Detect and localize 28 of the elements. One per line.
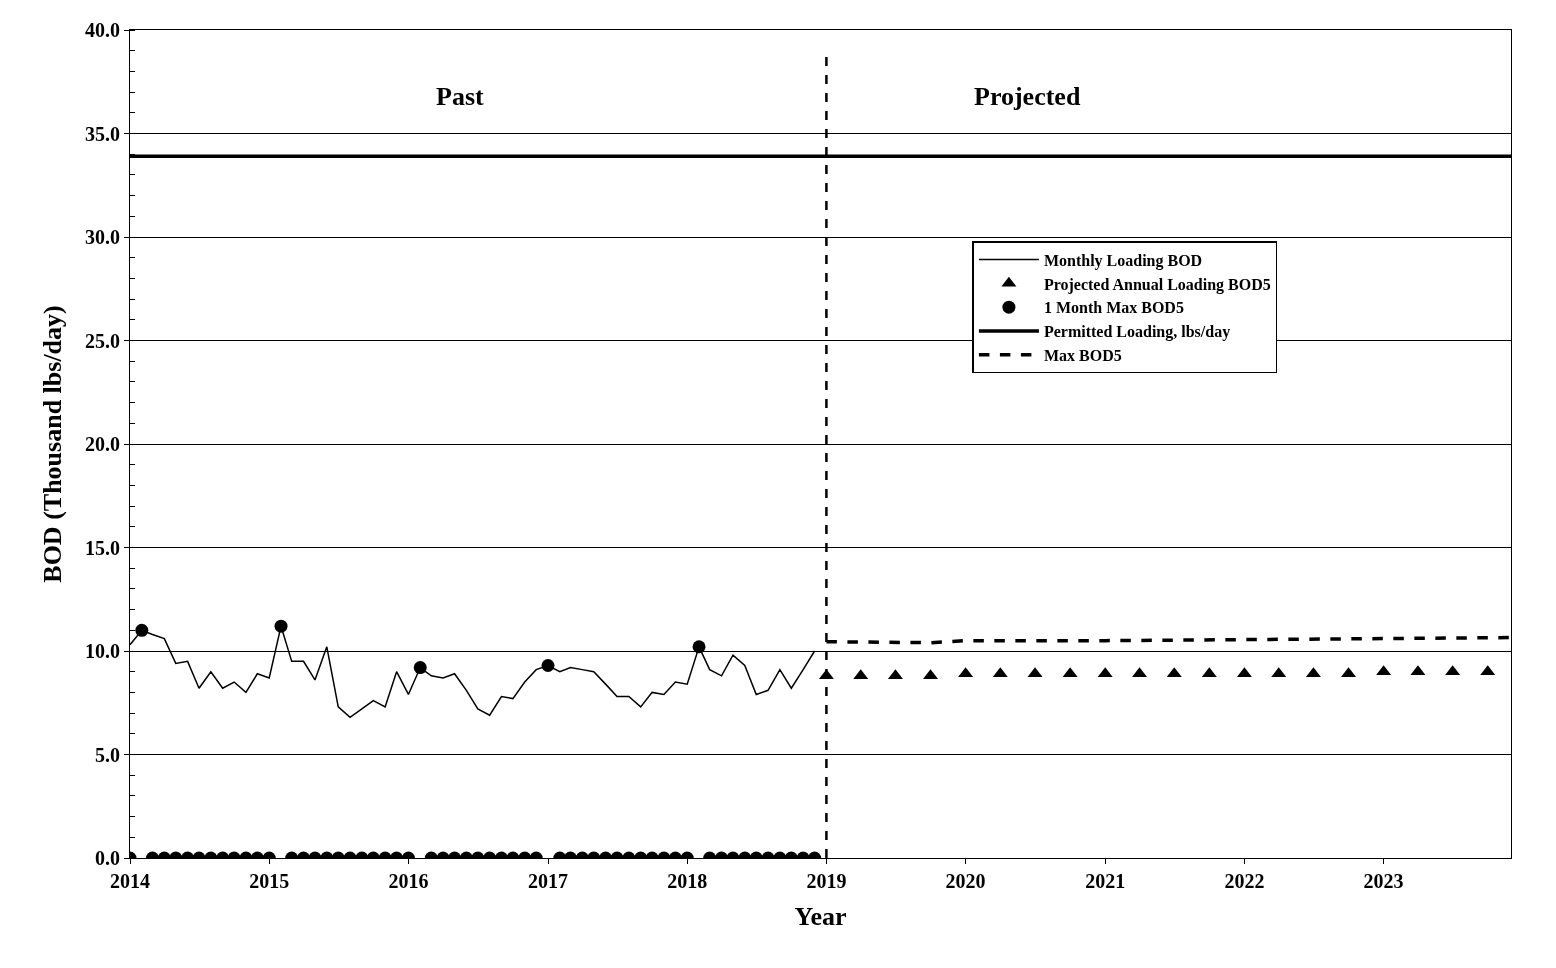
y-tick-label: 30.0 <box>85 226 120 248</box>
annotation: Past <box>436 82 484 111</box>
y-tick-label: 40.0 <box>85 19 120 41</box>
legend-label: Projected Annual Loading BOD5 <box>1043 275 1271 294</box>
x-tick-label: 2015 <box>249 870 290 892</box>
x-tick-label: 2016 <box>388 870 429 892</box>
y-tick-label: 20.0 <box>85 433 120 455</box>
y-tick-label: 35.0 <box>85 122 120 145</box>
legend-label: Permitted Loading, lbs/day <box>1043 323 1231 342</box>
x-tick-label: 2023 <box>1363 870 1404 892</box>
x-tick-label: 2017 <box>528 870 568 892</box>
legend-label: Monthly Loading BOD <box>1043 251 1203 270</box>
x-tick-label: 2014 <box>110 870 150 892</box>
legend-label: 1 Month Max BOD5 <box>1043 299 1184 317</box>
annotation: Projected <box>974 82 1081 111</box>
x-tick-label: 2020 <box>945 870 986 892</box>
x-tick-label: 2022 <box>1224 870 1265 892</box>
y-tick-label: 5.0 <box>95 743 120 766</box>
y-tick-label: 10.0 <box>85 640 120 662</box>
x-tick-label: 2019 <box>806 870 847 892</box>
y-tick-label: 0.0 <box>95 847 120 869</box>
legend-label: Max BOD5 <box>1043 346 1122 364</box>
x-axis-title: Year <box>794 901 847 931</box>
y-tick-label: 25.0 <box>85 329 120 352</box>
y-axis-title: BOD (Thousand lbs/day) <box>38 305 68 583</box>
x-tick-label: 2021 <box>1085 870 1126 892</box>
x-tick-label: 2018 <box>667 870 708 892</box>
y-tick-label: 15.0 <box>85 536 120 559</box>
